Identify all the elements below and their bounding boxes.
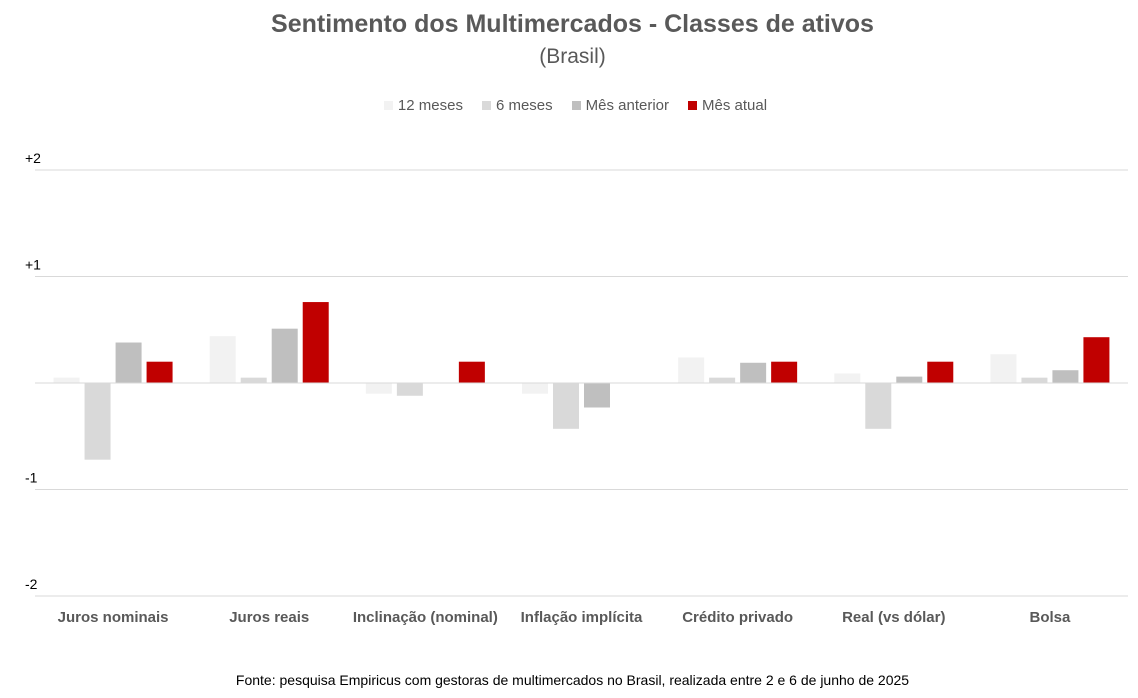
legend-label: Mês atual: [702, 97, 768, 114]
legend-label: Mês anterior: [585, 97, 670, 114]
chart-title: Sentimento dos Multimercados - Classes d…: [271, 10, 874, 38]
bar: [834, 373, 861, 383]
x-category-label: Real (vs dólar): [842, 609, 945, 626]
x-category-label: Juros nominais: [58, 609, 169, 626]
bar: [458, 361, 485, 383]
bar: [1021, 377, 1048, 383]
bar: [146, 361, 173, 383]
legend-item-6-meses: 6 meses: [481, 97, 553, 114]
bar: [53, 377, 80, 383]
legend-label: 6 meses: [495, 97, 553, 114]
bar: [365, 383, 392, 394]
bar: [678, 357, 705, 383]
bar: [990, 354, 1017, 383]
bar: [740, 362, 767, 383]
x-category-label: Juros reais: [229, 609, 309, 626]
bar: [927, 361, 954, 383]
source-note: Fonte: pesquisa Empiricus com gestoras d…: [235, 672, 910, 688]
bar: [553, 383, 579, 429]
x-category-label: Inclinação (nominal): [353, 609, 498, 626]
y-tick-label: +1: [25, 257, 41, 273]
bar: [709, 377, 736, 383]
legend-swatch: [688, 101, 698, 110]
legend-label: 12 meses: [397, 97, 463, 114]
bar: [271, 328, 298, 383]
x-category-label: Crédito privado: [682, 609, 793, 626]
bar: [396, 383, 423, 396]
y-tick-label: -1: [25, 470, 38, 486]
bar: [865, 383, 892, 429]
chart-subtitle: (Brasil): [539, 45, 606, 68]
bar: [584, 383, 610, 408]
bar: [84, 383, 111, 460]
legend-swatch: [481, 101, 491, 110]
bar: [115, 342, 142, 383]
bar: [896, 376, 923, 383]
bar: [522, 383, 548, 394]
chart-legend: 12 meses 6 meses Mês anterior Mês atual: [0, 97, 1138, 114]
bar: [1052, 370, 1079, 383]
legend-item-mes-atual: Mês atual: [688, 97, 767, 114]
x-category-label: Inflação implícita: [521, 609, 643, 626]
legend-item-mes-anterior: Mês anterior: [571, 97, 670, 114]
bar: [209, 336, 236, 383]
bar: [240, 377, 267, 383]
y-tick-label: -2: [25, 576, 38, 592]
x-category-label: Bolsa: [1029, 609, 1071, 626]
legend-item-12-meses: 12 meses: [383, 97, 463, 114]
legend-swatch: [571, 101, 581, 110]
bar: [1083, 337, 1110, 383]
bar: [302, 302, 329, 383]
legend-swatch: [383, 101, 393, 110]
bar: [771, 361, 798, 383]
y-tick-label: +2: [25, 150, 41, 166]
